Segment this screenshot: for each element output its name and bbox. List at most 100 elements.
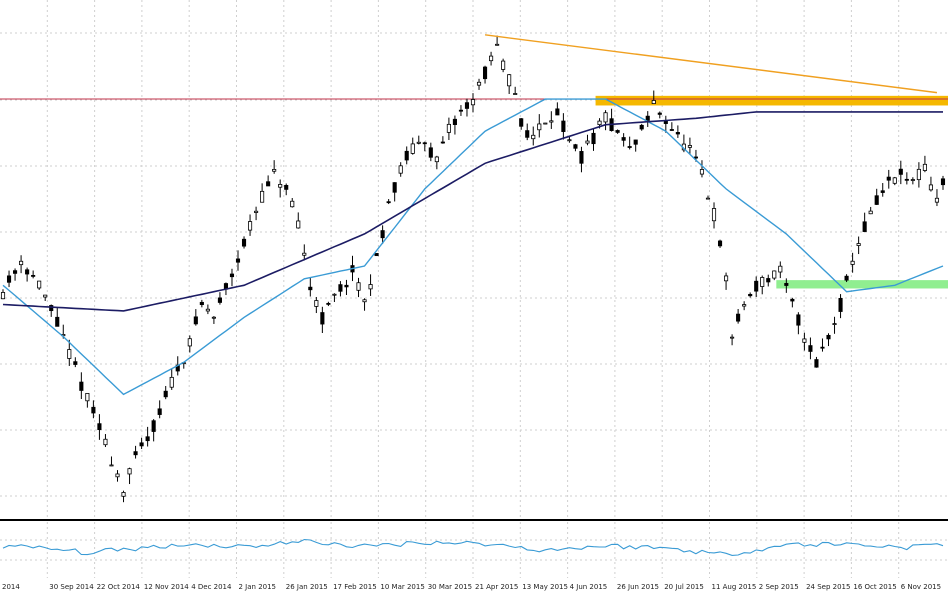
candle-up [603,112,608,123]
support-zone [776,280,948,289]
candle-down [736,313,741,322]
moving-average-fast [2,98,944,396]
candle-up [332,293,337,296]
x-tick-label: 12 Nov 2014 [144,583,189,591]
candle-down [754,280,759,292]
candle-down [874,195,879,205]
x-tick-label: 4 Dec 2014 [191,583,232,591]
overlays-foreground [484,34,938,94]
candle-down [657,112,662,115]
candle-up [922,163,927,171]
candle-up [760,277,765,287]
candle-up [0,292,6,300]
candle-down [820,346,825,349]
candle-down [886,176,891,181]
candle-down [151,420,156,432]
x-tick-label: 13 May 2015 [522,583,568,591]
candle-up [67,349,72,359]
candle-up [356,282,361,291]
candle-up [772,270,777,279]
candle-up [43,294,48,298]
candle-up [501,60,506,70]
candle-down [669,129,674,131]
candle-down [838,297,843,312]
x-tick-label: 4 Jun 2015 [570,583,608,591]
candle-up [513,93,518,95]
candle-up [205,308,210,312]
x-tick-label: 20 Jul 2015 [664,583,704,591]
candle-up [537,123,542,131]
x-tick-label: 17 Feb 2015 [333,583,377,591]
candle-down [133,451,138,456]
candle-down [91,406,96,414]
candle-up [567,139,572,142]
x-tick-label: 11 Aug 2015 [712,583,757,591]
candle-down [796,314,801,326]
candle-up [597,120,602,126]
candle-up [856,243,861,246]
candle-up [416,141,421,144]
candle-up [278,183,283,188]
candle-down [784,283,789,286]
candle-down [73,361,78,365]
candle-series [0,35,946,503]
candle-down [392,182,397,193]
candle-down [266,181,271,187]
candle-up [711,208,717,222]
candle-down [229,273,235,278]
candle-up [724,275,729,282]
x-axis-ticks: 2014 30 Sep 2014 22 Oct 2014 12 Nov 2014 4 D… [2,583,941,591]
candle-down [199,301,204,305]
candle-up [705,197,711,200]
candle-down [79,381,84,391]
candle-up [699,169,705,175]
x-tick-label: 26 Jan 2015 [286,583,328,591]
candle-up [910,179,915,181]
candle-down [627,146,632,148]
x-tick-label: 16 Oct 2015 [853,583,896,591]
candle-down [157,408,162,415]
candle-up [368,284,373,290]
candle-down [645,115,650,121]
candle-up [37,280,42,289]
candle-up [314,300,319,307]
candle-down [326,302,331,305]
candle-up [531,134,536,140]
candle-up [730,336,735,339]
candle-down [163,390,168,398]
candle-down [790,298,795,302]
indicator-series [2,98,944,396]
candle-down [615,130,620,133]
candle-down [844,275,849,281]
candle-up [121,492,126,497]
candle-up [290,200,295,208]
candle-up [109,464,114,467]
candle-down [235,258,241,263]
candle-down [766,278,771,283]
candle-up [272,168,277,172]
candle-up [687,145,692,148]
candle-up [362,299,367,303]
candle-up [476,81,482,86]
chart-grid [0,0,948,578]
candle-down [320,312,325,325]
overlays-background [0,95,948,289]
candle-down [482,66,488,80]
candle-down [386,201,391,204]
candle-down [561,120,566,132]
candle-down [380,230,385,239]
candle-down [862,221,867,232]
candle-down [422,142,427,145]
oscillator-pane [2,538,944,556]
x-tick-label: 2014 [2,583,20,591]
candle-up [302,252,307,256]
candle-up [85,393,90,402]
x-tick-label: 2 Sep 2015 [759,583,799,591]
candle-down [97,423,102,431]
candle-down [693,156,698,159]
candle-down [519,118,524,127]
candle-down [13,270,18,274]
x-tick-label: 22 Oct 2014 [97,583,141,591]
candle-down [145,436,150,442]
candle-up [651,100,656,105]
